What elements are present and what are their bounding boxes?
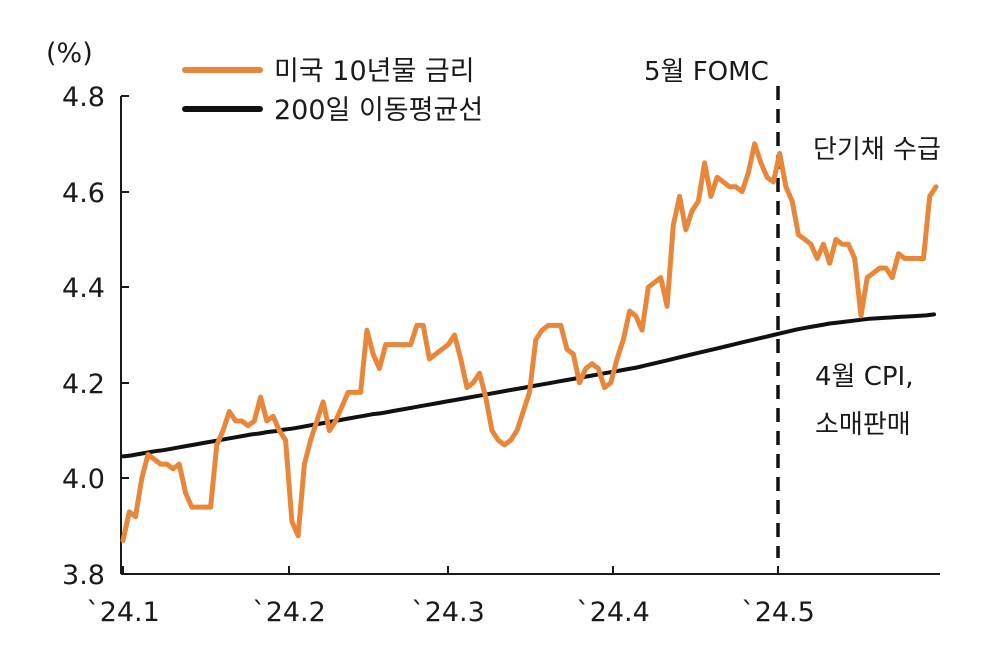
y-tick-label: 4.0 xyxy=(62,464,105,495)
y-ticks: 3.8 4.0 4.2 4.4 4.6 4.8 xyxy=(62,82,129,591)
y-tick-label: 4.8 xyxy=(62,82,105,113)
y-tick-label: 3.8 xyxy=(62,560,105,591)
y-tick-label: 4.4 xyxy=(62,273,105,304)
annotation-short-term-bond-supply: 단기채 수급 xyxy=(813,135,941,165)
x-tick-1: `24.2 xyxy=(252,566,326,628)
x-tick-4: `24.5 xyxy=(741,566,815,628)
y-tick-3: 4.4 xyxy=(62,273,129,304)
y-tick-0: 3.8 xyxy=(62,560,129,591)
x-tick-2: `24.3 xyxy=(411,566,485,628)
x-tick-label: `24.5 xyxy=(741,597,815,628)
y-tick-5: 4.8 xyxy=(62,82,129,113)
y-tick-label: 4.2 xyxy=(62,369,105,400)
y-tick-1: 4.0 xyxy=(62,464,129,495)
y-tick-2: 4.2 xyxy=(62,369,129,400)
x-tick-label: `24.4 xyxy=(576,597,650,628)
x-tick-0: `24.1 xyxy=(86,566,160,628)
annotation-fomc: 5월 FOMC xyxy=(644,57,769,87)
legend: 미국 10년물 금리 200일 이동평균선 xyxy=(182,56,483,126)
legend-label-us-10y-yield: 미국 10년물 금리 xyxy=(274,56,475,87)
legend-label-200day-ma: 200일 이동평균선 xyxy=(274,95,483,126)
y-tick-4: 4.6 xyxy=(62,178,129,209)
y-axis-unit: (%) xyxy=(46,38,93,69)
y-tick-label: 4.6 xyxy=(62,178,105,209)
x-tick-label: `24.2 xyxy=(252,597,326,628)
x-ticks: `24.1 `24.2 `24.3 `24.4 `24.5 xyxy=(86,566,815,628)
x-tick-label: `24.3 xyxy=(411,597,485,628)
series-us-10y-yield-line xyxy=(120,141,939,543)
annotation-april-cpi: 4월 CPI, xyxy=(815,362,914,392)
annotation-retail-sales: 소매판매 xyxy=(815,410,911,440)
x-tick-3: `24.4 xyxy=(576,566,650,628)
x-tick-label: `24.1 xyxy=(86,597,160,628)
